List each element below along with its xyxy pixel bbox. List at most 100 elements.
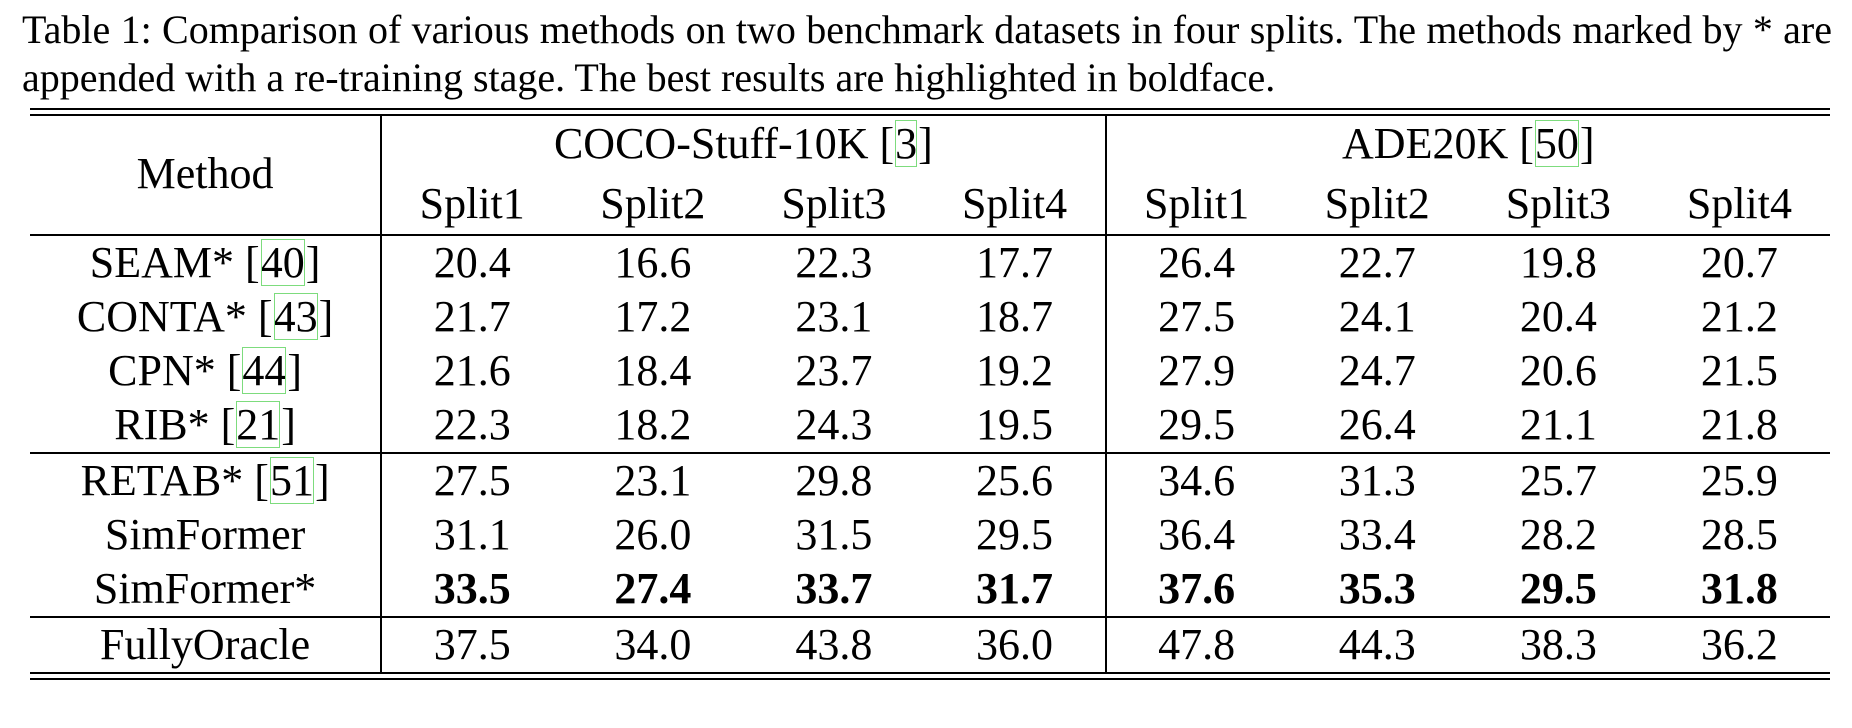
method-cell: CONTA* [43] bbox=[30, 290, 383, 344]
value-cell: 25.9 bbox=[1648, 452, 1830, 508]
citation-link[interactable]: 44 bbox=[242, 346, 287, 395]
top-rule-1 bbox=[30, 108, 1830, 110]
value-cell: 21.6 bbox=[433, 346, 511, 395]
split-header: Split1 bbox=[1144, 179, 1250, 228]
value-cell: 17.2 bbox=[614, 292, 692, 341]
value-cell: 29.8 bbox=[743, 452, 925, 508]
value-cell: 37.5 bbox=[381, 616, 563, 672]
value-cell: 23.1 bbox=[795, 292, 873, 341]
table-row: RIB* [21] 22.3 18.2 24.3 19.5 29.5 26.4 21.1 21.… bbox=[30, 398, 1830, 453]
value-cell: 19.5 bbox=[924, 398, 1107, 453]
value-cell: 22.3 bbox=[743, 234, 925, 290]
value-cell: 28.5 bbox=[1700, 510, 1778, 559]
value-cell: 24.7 bbox=[1338, 346, 1416, 395]
method-cell: RETAB* [51] bbox=[30, 452, 383, 508]
value-cell: 29.5 bbox=[1158, 400, 1236, 449]
method-cell: RIB* [21] bbox=[30, 398, 383, 453]
table-row: RETAB* [51] 27.5 23.1 29.8 25.6 34.6 31.3 25.7 2… bbox=[30, 452, 1830, 508]
split-header: Split2 bbox=[600, 179, 706, 228]
value-cell: 34.6 bbox=[1105, 452, 1287, 508]
method-cell: SEAM* [40] bbox=[30, 234, 383, 290]
value-cell: 31.1 bbox=[433, 510, 511, 559]
value-cell: 23.7 bbox=[795, 346, 873, 395]
value-cell: 21.1 bbox=[1519, 400, 1597, 449]
value-cell: 33.4 bbox=[1338, 510, 1416, 559]
value-cell: 20.6 bbox=[1519, 346, 1597, 395]
value-cell: 47.8 bbox=[1105, 616, 1287, 672]
value-cell: 23.1 bbox=[562, 452, 744, 508]
value-cell: 36.2 bbox=[1648, 616, 1830, 672]
value-cell: 33.7 bbox=[795, 564, 873, 613]
value-cell: 17.7 bbox=[924, 234, 1107, 290]
value-cell: 29.5 bbox=[924, 508, 1107, 562]
value-cell: 27.9 bbox=[1158, 346, 1236, 395]
value-cell: 36.4 bbox=[1158, 510, 1236, 559]
value-cell: 24.1 bbox=[1338, 292, 1416, 341]
value-cell: 20.4 bbox=[1519, 292, 1597, 341]
ade-header: ADE20K [50] bbox=[1342, 119, 1595, 168]
value-cell: 29.5 bbox=[1519, 564, 1597, 613]
method-header: Method bbox=[30, 114, 383, 235]
citation-link[interactable]: 50 bbox=[1534, 119, 1579, 168]
bottom-rule-2 bbox=[30, 678, 1830, 680]
value-cell: 19.8 bbox=[1467, 234, 1649, 290]
split-header: Split1 bbox=[419, 179, 525, 228]
value-cell: 31.8 bbox=[1700, 564, 1778, 613]
citation-link[interactable]: 43 bbox=[273, 292, 318, 341]
citation-link[interactable]: 40 bbox=[260, 238, 305, 287]
table-row: SimFormer 31.1 26.0 31.5 29.5 36.4 33.4 28.2 28.… bbox=[30, 508, 1830, 562]
value-cell: 36.0 bbox=[924, 616, 1107, 672]
value-cell: 18.4 bbox=[614, 346, 692, 395]
value-cell: 26.4 bbox=[1105, 234, 1287, 290]
split-header: Split3 bbox=[781, 179, 887, 228]
value-cell: 24.3 bbox=[795, 400, 873, 449]
value-cell: 31.3 bbox=[1286, 452, 1468, 508]
value-cell: 37.6 bbox=[1158, 564, 1236, 613]
table-row: SEAM* [40] 20.4 16.6 22.3 17.7 26.4 22.7 19.8 20… bbox=[30, 234, 1830, 290]
split-header: Split4 bbox=[1686, 179, 1792, 228]
citation-link[interactable]: 3 bbox=[895, 119, 918, 168]
method-cell: FullyOracle bbox=[30, 616, 383, 672]
value-cell: 21.5 bbox=[1700, 346, 1778, 395]
method-cell: SimFormer* bbox=[30, 562, 383, 617]
value-cell: 43.8 bbox=[743, 616, 925, 672]
value-cell: 26.0 bbox=[614, 510, 692, 559]
value-cell: 27.5 bbox=[381, 452, 563, 508]
value-cell: 31.5 bbox=[795, 510, 873, 559]
value-cell: 31.7 bbox=[924, 562, 1107, 617]
citation-link[interactable]: 21 bbox=[236, 400, 281, 449]
value-cell: 33.5 bbox=[433, 564, 511, 613]
value-cell: 16.6 bbox=[562, 234, 744, 290]
table-row: CONTA* [43] 21.7 17.2 23.1 18.7 27.5 24.1 20.4 2… bbox=[30, 290, 1830, 344]
coco-header: COCO-Stuff-10K [3] bbox=[381, 114, 1107, 174]
method-cell: CPN* [44] bbox=[30, 344, 383, 398]
table-row: CPN* [44] 21.6 18.4 23.7 19.2 27.9 24.7 20.6 21.… bbox=[30, 344, 1830, 398]
value-cell: 26.4 bbox=[1338, 400, 1416, 449]
value-cell: 25.6 bbox=[924, 452, 1107, 508]
value-cell: 20.7 bbox=[1648, 234, 1830, 290]
table-row: FullyOracle 37.5 34.0 43.8 36.0 47.8 44.3 38.3 3… bbox=[30, 616, 1830, 672]
method-cell: SimFormer bbox=[30, 508, 383, 562]
value-cell: 18.7 bbox=[924, 290, 1107, 344]
value-cell: 21.2 bbox=[1700, 292, 1778, 341]
split-header: Split4 bbox=[924, 174, 1107, 235]
value-cell: 38.3 bbox=[1467, 616, 1649, 672]
value-cell: 21.8 bbox=[1700, 400, 1778, 449]
value-cell: 28.2 bbox=[1519, 510, 1597, 559]
value-cell: 27.4 bbox=[614, 564, 692, 613]
value-cell: 44.3 bbox=[1286, 616, 1468, 672]
results-table: Method COCO-Stuff-10K [3] ADE20K [50] Sp… bbox=[30, 114, 1830, 672]
split-header: Split3 bbox=[1505, 179, 1611, 228]
value-cell: 22.7 bbox=[1286, 234, 1468, 290]
value-cell: 20.4 bbox=[381, 234, 563, 290]
citation-link[interactable]: 51 bbox=[269, 456, 314, 505]
value-cell: 18.2 bbox=[614, 400, 692, 449]
value-cell: 34.0 bbox=[562, 616, 744, 672]
value-cell: 35.3 bbox=[1338, 564, 1416, 613]
split-header: Split2 bbox=[1324, 179, 1430, 228]
value-cell: 27.5 bbox=[1158, 292, 1236, 341]
table-caption: Table 1: Comparison of various methods o… bbox=[22, 7, 1832, 100]
value-cell: 25.7 bbox=[1467, 452, 1649, 508]
table-row: SimFormer* 33.5 27.4 33.7 31.7 37.6 35.3 29.5 31… bbox=[30, 562, 1830, 617]
bottom-rule-1 bbox=[30, 672, 1830, 674]
